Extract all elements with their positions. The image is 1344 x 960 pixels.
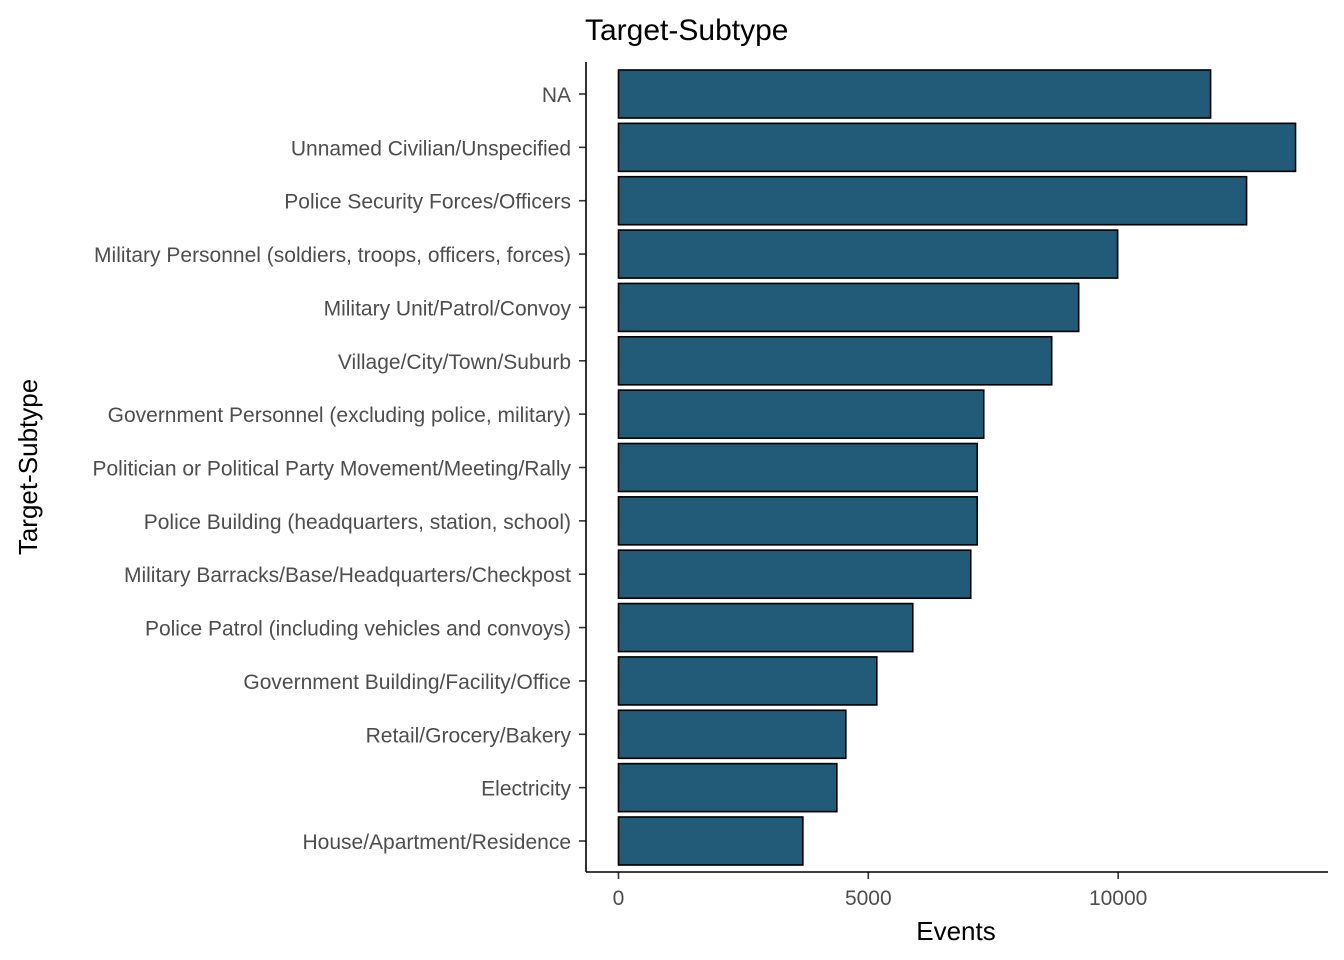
y-tick-label: Police Patrol (including vehicles and co… (145, 618, 571, 641)
bars-group (617, 69, 1297, 866)
bar (617, 229, 1119, 279)
bar (617, 656, 878, 706)
x-tick-label: 10000 (1089, 887, 1147, 910)
x-tick-label: 0 (613, 887, 625, 910)
y-tick-label: Military Barracks/Base/Headquarters/Chec… (124, 564, 571, 587)
chart-title: Target-Subtype (585, 14, 788, 47)
y-tick-label: Retail/Grocery/Bakery (366, 724, 572, 747)
bar (617, 762, 838, 813)
y-tick-label: Military Unit/Patrol/Convoy (324, 297, 572, 320)
bar (617, 496, 979, 546)
bar (617, 549, 972, 600)
y-tick-label: Police Security Forces/Officers (284, 191, 571, 214)
y-tick-label: NA (542, 84, 571, 107)
bar (617, 335, 1053, 386)
y-axis-title: Target-Subtype (13, 379, 43, 555)
bar (617, 282, 1080, 333)
y-tick-label: Government Personnel (excluding police, … (108, 404, 571, 427)
y-tick-label: Politician or Political Party Movement/M… (92, 458, 571, 481)
x-tick-label: 5000 (845, 887, 892, 910)
bar (617, 442, 979, 493)
bar (617, 709, 847, 760)
y-tick-label: House/Apartment/Residence (303, 831, 571, 854)
y-tick-label: Military Personnel (soldiers, troops, of… (94, 244, 571, 267)
x-axis-title: Events (916, 916, 996, 946)
bar (617, 122, 1297, 173)
bar (617, 389, 985, 439)
bar (617, 816, 804, 866)
y-tick-label: Police Building (headquarters, station, … (144, 511, 571, 534)
y-tick-label: Unnamed Civilian/Unspecified (291, 137, 571, 160)
y-tick-label: Electricity (481, 778, 571, 801)
bar (617, 175, 1248, 226)
x-axis-ticks: 0 5000 10000 (613, 872, 1147, 910)
y-axis-ticks: NA Unnamed Civilian/Unspecified Police Sec… (92, 84, 586, 854)
y-tick-label: Village/City/Town/Suburb (338, 351, 571, 374)
bar (617, 69, 1212, 119)
bar (617, 602, 914, 653)
y-tick-label: Government Building/Facility/Office (243, 671, 571, 694)
